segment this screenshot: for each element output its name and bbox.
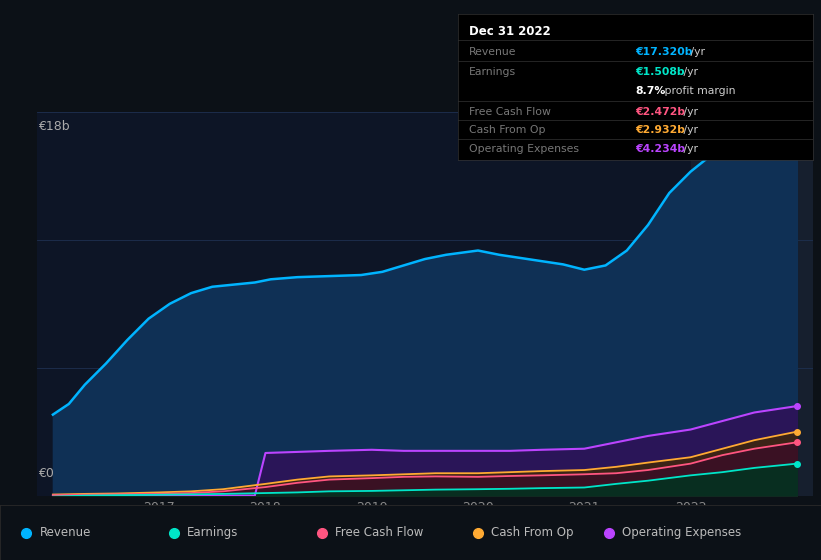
Text: /yr: /yr <box>680 125 698 136</box>
Text: Earnings: Earnings <box>187 526 239 539</box>
Text: /yr: /yr <box>680 144 698 155</box>
Text: €2.932b: €2.932b <box>635 125 686 136</box>
Text: €17.320b: €17.320b <box>635 47 693 57</box>
Text: €2.472b: €2.472b <box>635 106 686 116</box>
Text: €18b: €18b <box>38 120 69 133</box>
Bar <box>690 112 813 496</box>
Text: 8.7%: 8.7% <box>635 86 666 96</box>
Text: profit margin: profit margin <box>661 86 736 96</box>
Text: Operating Expenses: Operating Expenses <box>469 144 579 155</box>
Text: Revenue: Revenue <box>469 47 516 57</box>
Text: Free Cash Flow: Free Cash Flow <box>335 526 424 539</box>
Text: €0: €0 <box>38 467 53 480</box>
Text: /yr: /yr <box>680 67 698 77</box>
Text: €1.508b: €1.508b <box>635 67 685 77</box>
Text: Cash From Op: Cash From Op <box>469 125 545 136</box>
Text: /yr: /yr <box>686 47 704 57</box>
Text: /yr: /yr <box>680 106 698 116</box>
Text: Earnings: Earnings <box>469 67 516 77</box>
Text: Dec 31 2022: Dec 31 2022 <box>469 25 551 38</box>
Text: Operating Expenses: Operating Expenses <box>622 526 741 539</box>
Text: Free Cash Flow: Free Cash Flow <box>469 106 551 116</box>
Text: €4.234b: €4.234b <box>635 144 686 155</box>
Text: Cash From Op: Cash From Op <box>491 526 573 539</box>
Text: Revenue: Revenue <box>39 526 91 539</box>
